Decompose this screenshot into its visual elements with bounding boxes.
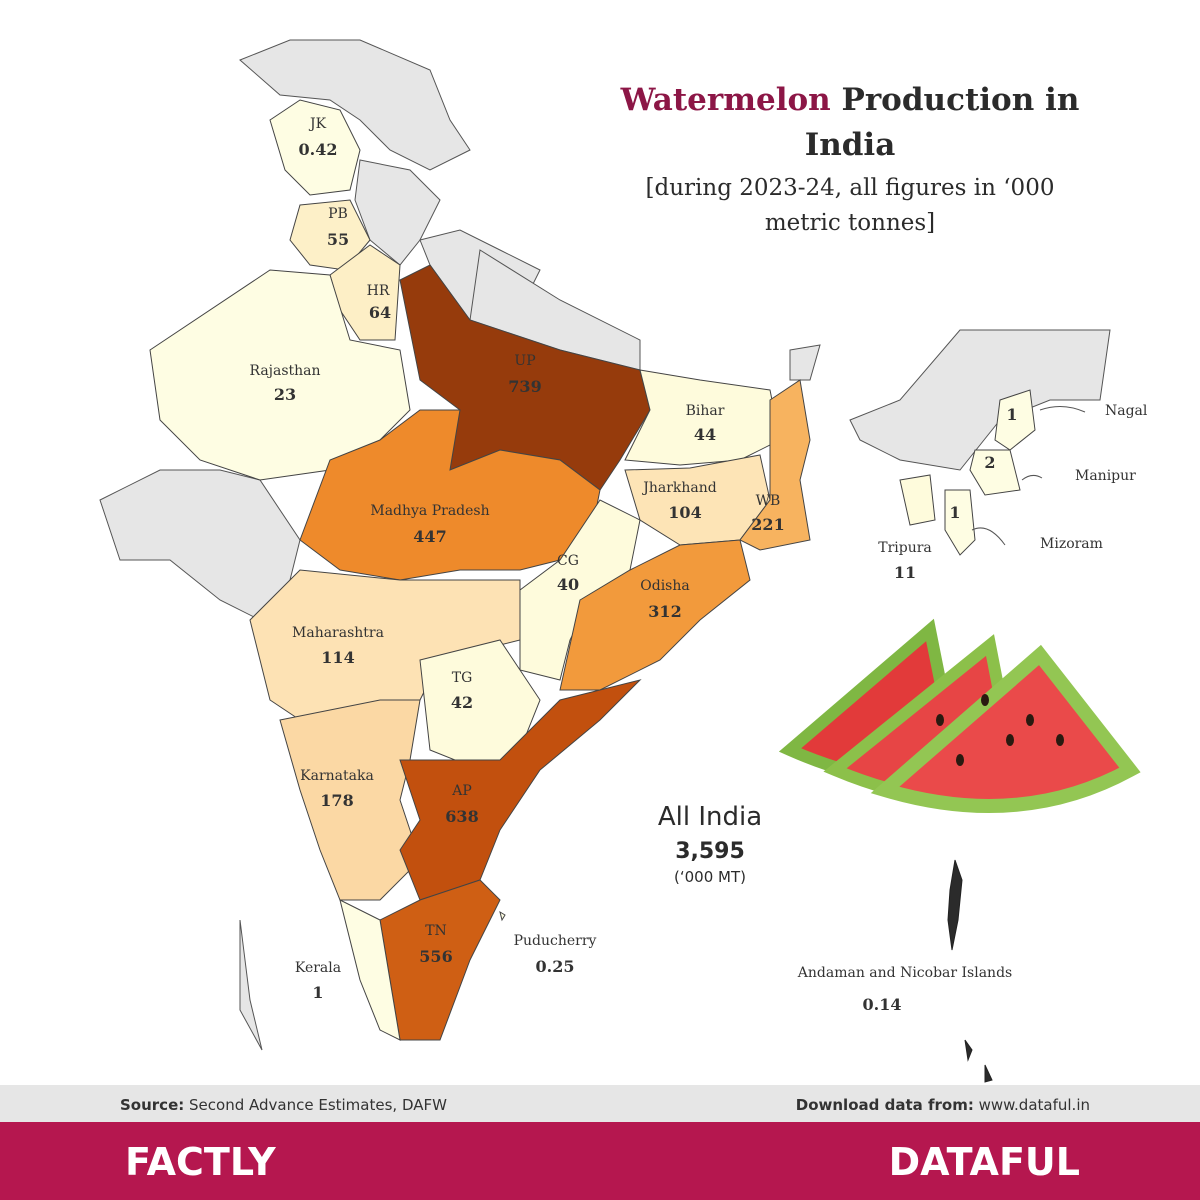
- title: Watermelon Production in: [620, 82, 1080, 118]
- state-value: 312: [648, 602, 681, 621]
- state-value: 114: [321, 648, 354, 667]
- source: Source: Second Advance Estimates, DAFW: [120, 1096, 447, 1114]
- state-value: 2: [984, 453, 995, 472]
- download: Download data from: www.dataful.in: [796, 1096, 1090, 1114]
- state-shape: [269, 99, 361, 196]
- state-name: Nagal: [1105, 403, 1148, 419]
- state-name: JK: [308, 116, 327, 132]
- island: [947, 859, 963, 951]
- leader-line: [1021, 474, 1043, 481]
- state-name: UP: [514, 353, 535, 369]
- leader-line: [971, 527, 1006, 546]
- download-label: Download data from:: [796, 1096, 974, 1114]
- state-value: 42: [451, 693, 473, 712]
- source-text: Second Advance Estimates, DAFW: [189, 1096, 447, 1114]
- state-shape: [399, 679, 642, 901]
- state-name: Jharkhand: [641, 480, 717, 496]
- seeds: [936, 694, 1064, 766]
- footer-bar: [0, 1085, 1200, 1122]
- state-shape: [419, 639, 541, 771]
- download-url: www.dataful.in: [979, 1096, 1090, 1114]
- state-name: TN: [425, 923, 447, 939]
- state-shape: [339, 899, 401, 1041]
- state-name: Bihar: [686, 403, 725, 419]
- state-name: Andaman and Nicobar Islands: [797, 965, 1012, 981]
- himachal: [354, 159, 441, 266]
- dataful-logo: DATAFUL: [889, 1140, 1080, 1184]
- total-unit: (‘000 MT): [674, 868, 746, 886]
- non-data-areas: [99, 39, 1111, 1051]
- factly-logo: FACTLY: [125, 1140, 276, 1184]
- state-name: Puducherry: [514, 933, 597, 949]
- slice: [870, 644, 1141, 813]
- brand-bar: [0, 1122, 1200, 1200]
- state-name: Kerala: [295, 960, 341, 976]
- andaman-islands: [947, 859, 993, 1083]
- state-value: 64: [369, 303, 391, 322]
- subtitle: [during 2023-24, all figures in ‘000: [646, 175, 1055, 201]
- subtitle: metric tonnes]: [765, 210, 935, 236]
- state-name: TG: [452, 670, 473, 686]
- state-shape: [739, 379, 811, 551]
- state-shape: [994, 389, 1036, 451]
- state-shape: [899, 474, 936, 526]
- gujarat: [99, 469, 301, 621]
- state-shape: [149, 269, 411, 481]
- watermelon-illustration: [778, 618, 1141, 813]
- island: [964, 1039, 973, 1062]
- leader-line: [1039, 406, 1086, 413]
- states: JK 0.42 PB 55 HR 64 Rajasthan 23 UP 739 Bihar 44 Jha…: [149, 99, 1148, 1041]
- state-name: CG: [557, 553, 579, 569]
- state-shape: [559, 539, 751, 691]
- state-name: Rajasthan: [249, 363, 320, 379]
- source-label: Source:: [120, 1096, 184, 1114]
- state-value: 55: [327, 230, 349, 249]
- state-shape: [299, 409, 601, 581]
- state-name: Odisha: [640, 578, 689, 594]
- state-value: 0.14: [863, 995, 902, 1014]
- state-value: 447: [413, 527, 446, 546]
- state-name: HR: [367, 283, 390, 299]
- state-value: 556: [419, 947, 452, 966]
- state-value: 40: [557, 575, 579, 594]
- state-shape: [499, 910, 506, 922]
- total-label: All India: [658, 802, 762, 832]
- state-name: Manipur: [1075, 468, 1136, 484]
- state-value: 104: [668, 503, 701, 522]
- island: [984, 1064, 993, 1083]
- state-value: 44: [694, 425, 716, 444]
- state-value: 221: [751, 515, 784, 534]
- state-value: 11: [894, 563, 916, 582]
- state-name: Tripura: [878, 540, 932, 556]
- title-line2: India: [805, 127, 896, 163]
- state-value: 1: [312, 983, 323, 1002]
- total-value: 3,595: [675, 839, 745, 864]
- state-name: Maharashtra: [292, 625, 384, 641]
- state-shape: [969, 449, 1021, 496]
- sikkim: [789, 344, 821, 381]
- state-name: Karnataka: [300, 768, 374, 784]
- state-name: PB: [328, 206, 348, 222]
- state-value: 1: [949, 503, 960, 522]
- state-name: AP: [451, 783, 472, 799]
- state-shape: [944, 489, 976, 556]
- state-value: 0.42: [299, 140, 338, 159]
- title-rest: Production in: [842, 82, 1080, 118]
- state-name: Mizoram: [1040, 536, 1103, 552]
- state-name: Madhya Pradesh: [370, 503, 489, 519]
- state-value: 178: [320, 791, 353, 810]
- state-value: 739: [508, 377, 541, 396]
- state-value: 1: [1006, 405, 1017, 424]
- ladakh: [239, 39, 471, 171]
- state-value: 0.25: [536, 957, 575, 976]
- lakshadweep: [239, 919, 263, 1051]
- title-highlight: Watermelon: [620, 82, 831, 118]
- state-value: 23: [274, 385, 296, 404]
- north-east: [849, 329, 1111, 471]
- state-value: 638: [445, 807, 478, 826]
- state-name: WB: [756, 493, 781, 509]
